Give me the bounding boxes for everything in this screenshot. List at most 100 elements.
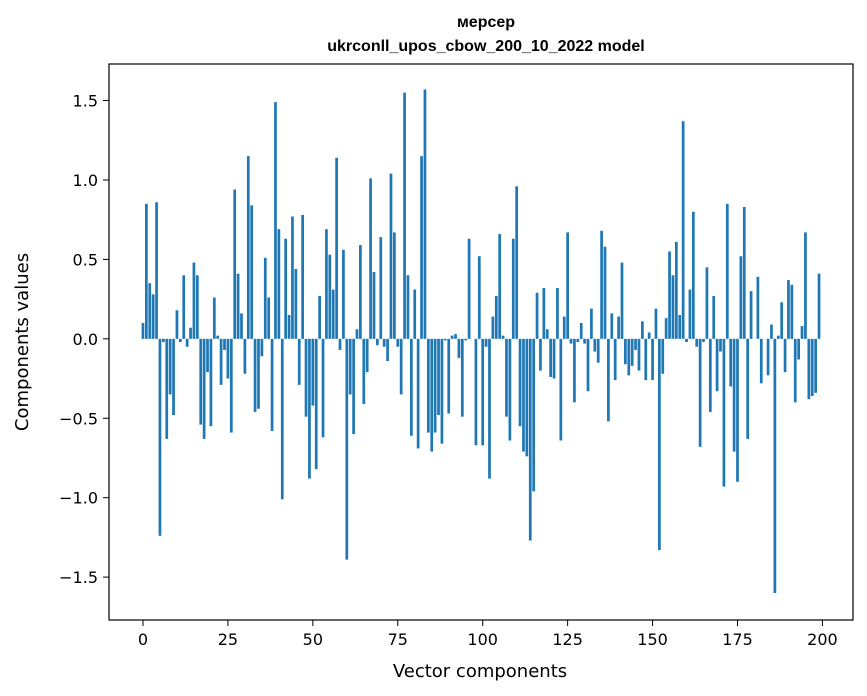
bar	[260, 338, 264, 357]
bar	[817, 273, 821, 339]
bar	[708, 338, 712, 412]
bar	[464, 338, 468, 341]
bar	[542, 287, 546, 339]
bar	[199, 338, 203, 425]
bar	[637, 338, 641, 371]
bar	[518, 338, 522, 427]
bar	[345, 338, 349, 560]
bar	[253, 338, 257, 412]
x-tick-label: 200	[807, 630, 838, 649]
bar	[145, 203, 148, 339]
bar	[573, 338, 576, 403]
bar	[335, 157, 338, 339]
bar	[287, 314, 291, 339]
bar	[185, 338, 189, 347]
bar	[532, 338, 536, 492]
bar	[793, 338, 797, 403]
bar	[280, 338, 284, 500]
bar	[756, 276, 760, 339]
bar	[233, 189, 237, 339]
bar	[508, 338, 512, 441]
bar	[162, 338, 165, 342]
chart-title: мерсер	[457, 14, 515, 31]
bar	[209, 338, 213, 427]
bar	[270, 338, 274, 431]
bar	[535, 292, 539, 339]
x-tick-label: 175	[722, 630, 753, 649]
bar	[651, 338, 654, 381]
y-axis-label: Components values	[12, 253, 33, 431]
bar	[413, 289, 417, 339]
bar	[257, 338, 260, 409]
bar	[226, 338, 230, 379]
bar	[691, 211, 695, 339]
bar	[311, 338, 315, 406]
x-tick-label: 75	[388, 630, 408, 649]
bar	[511, 238, 515, 339]
bar	[457, 338, 461, 358]
y-axis-ticks: −1.5 −1.0 −0.5 0.0 0.5 1.0 1.5	[59, 92, 109, 587]
bar	[321, 338, 325, 438]
bar	[297, 338, 301, 385]
bar	[732, 338, 736, 452]
bar	[182, 275, 186, 339]
bar	[678, 314, 682, 339]
bar	[746, 338, 750, 439]
bar	[331, 289, 335, 339]
bar	[236, 273, 240, 339]
bar	[294, 268, 298, 339]
bar	[552, 338, 556, 379]
bar	[352, 338, 355, 435]
bar	[484, 338, 488, 347]
bar	[450, 335, 454, 339]
bar	[576, 338, 580, 342]
bar	[668, 251, 671, 339]
bar	[719, 338, 722, 352]
bar	[505, 338, 508, 417]
bar	[610, 313, 614, 339]
bar	[430, 338, 434, 452]
bar	[382, 338, 386, 347]
bar	[742, 206, 746, 339]
bar	[314, 338, 318, 470]
bar	[739, 256, 743, 339]
bar	[389, 173, 393, 339]
bar	[243, 338, 247, 374]
x-axis-label: Vector components	[393, 661, 567, 682]
bar	[515, 186, 519, 339]
bar	[151, 294, 155, 339]
bar	[814, 338, 817, 393]
bar	[206, 338, 209, 373]
bar	[342, 249, 345, 339]
bar	[148, 283, 152, 339]
y-tick-label: 1.0	[73, 171, 98, 190]
bar	[240, 313, 243, 339]
bar	[705, 267, 709, 339]
bar	[498, 233, 502, 339]
bar	[562, 316, 566, 339]
bar	[698, 338, 702, 447]
y-tick-label: 0.0	[73, 330, 98, 349]
bar	[141, 322, 145, 339]
bar	[624, 338, 627, 365]
bar	[780, 302, 784, 339]
bar	[501, 335, 505, 339]
bar	[362, 338, 366, 404]
bar	[158, 338, 162, 536]
bar	[172, 338, 175, 416]
y-tick-label: −1.5	[59, 568, 98, 587]
bar	[304, 338, 308, 417]
bar	[263, 257, 267, 339]
bar	[284, 238, 288, 339]
bar	[229, 338, 233, 433]
bar	[440, 338, 444, 444]
bar	[661, 338, 665, 374]
bar	[712, 295, 716, 339]
bar	[603, 246, 607, 339]
bar	[613, 338, 617, 381]
bar	[277, 229, 281, 339]
bar	[654, 308, 658, 339]
bar	[583, 338, 586, 344]
bar	[433, 338, 437, 433]
